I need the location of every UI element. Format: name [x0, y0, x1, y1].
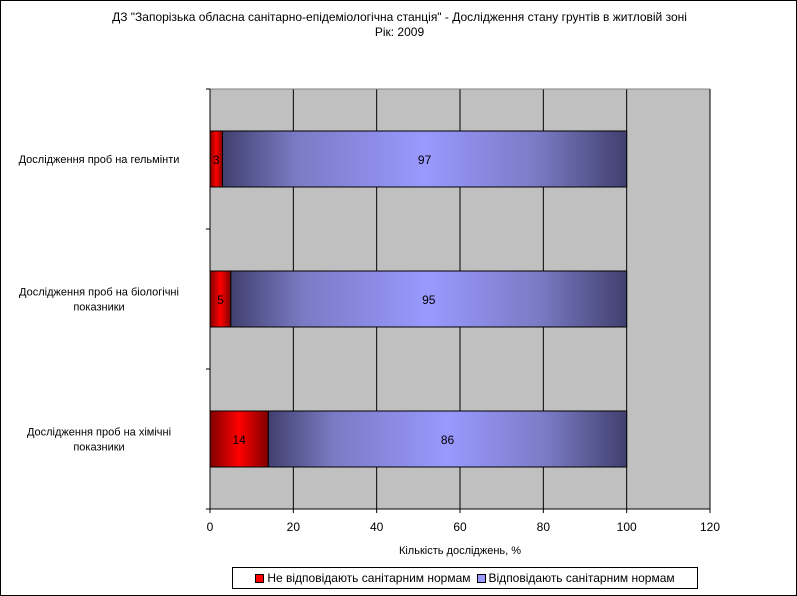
bar-compliant-1: [230, 270, 628, 328]
category-label: Дослідження проб на біологічні показники: [19, 287, 179, 314]
data-label: 3: [213, 153, 220, 167]
x-tick-label: 40: [370, 520, 384, 534]
x-tick-label: 60: [453, 520, 467, 534]
bar-compliant-2: [267, 410, 628, 468]
legend-label-compliant: Відповідають санітарним нормам: [488, 571, 675, 585]
bar-compliant-0: [222, 130, 628, 188]
data-label: 95: [422, 293, 436, 307]
x-axis-label: Кількість досліджень, %: [399, 545, 521, 557]
x-tick-label: 100: [617, 520, 637, 534]
data-label: 5: [217, 293, 224, 307]
legend-item-compliant: Відповідають санітарним нормам: [476, 571, 675, 585]
category-label: Дослідження проб на хімічні показники: [27, 427, 171, 454]
legend-swatch-blue: [476, 573, 486, 583]
bar-not-compliant-2: [209, 410, 269, 468]
chart-subtitle: Рік: 2009: [374, 25, 425, 39]
x-tick-label: 0: [207, 520, 214, 534]
category-label: Дослідження проб на гельмінти: [19, 154, 180, 166]
data-label: 97: [418, 153, 432, 167]
x-tick-label: 80: [537, 520, 551, 534]
legend-label-not-compliant: Не відповідають санітарним нормам: [267, 571, 471, 585]
x-tick-label: 20: [287, 520, 301, 534]
legend-item-not-compliant: Не відповідають санітарним нормам: [255, 571, 471, 585]
chart-title-block: ДЗ "Запорізька обласна санітарно-епідемі…: [1, 10, 796, 40]
data-label: 14: [232, 433, 246, 447]
legend-swatch-red: [255, 573, 265, 583]
chart-title: ДЗ "Запорізька обласна санітарно-епідемі…: [112, 10, 687, 24]
legend: Не відповідають санітарним нормам Відпов…: [232, 567, 698, 589]
data-label: 86: [441, 433, 455, 447]
x-tick-label: 120: [700, 520, 720, 534]
